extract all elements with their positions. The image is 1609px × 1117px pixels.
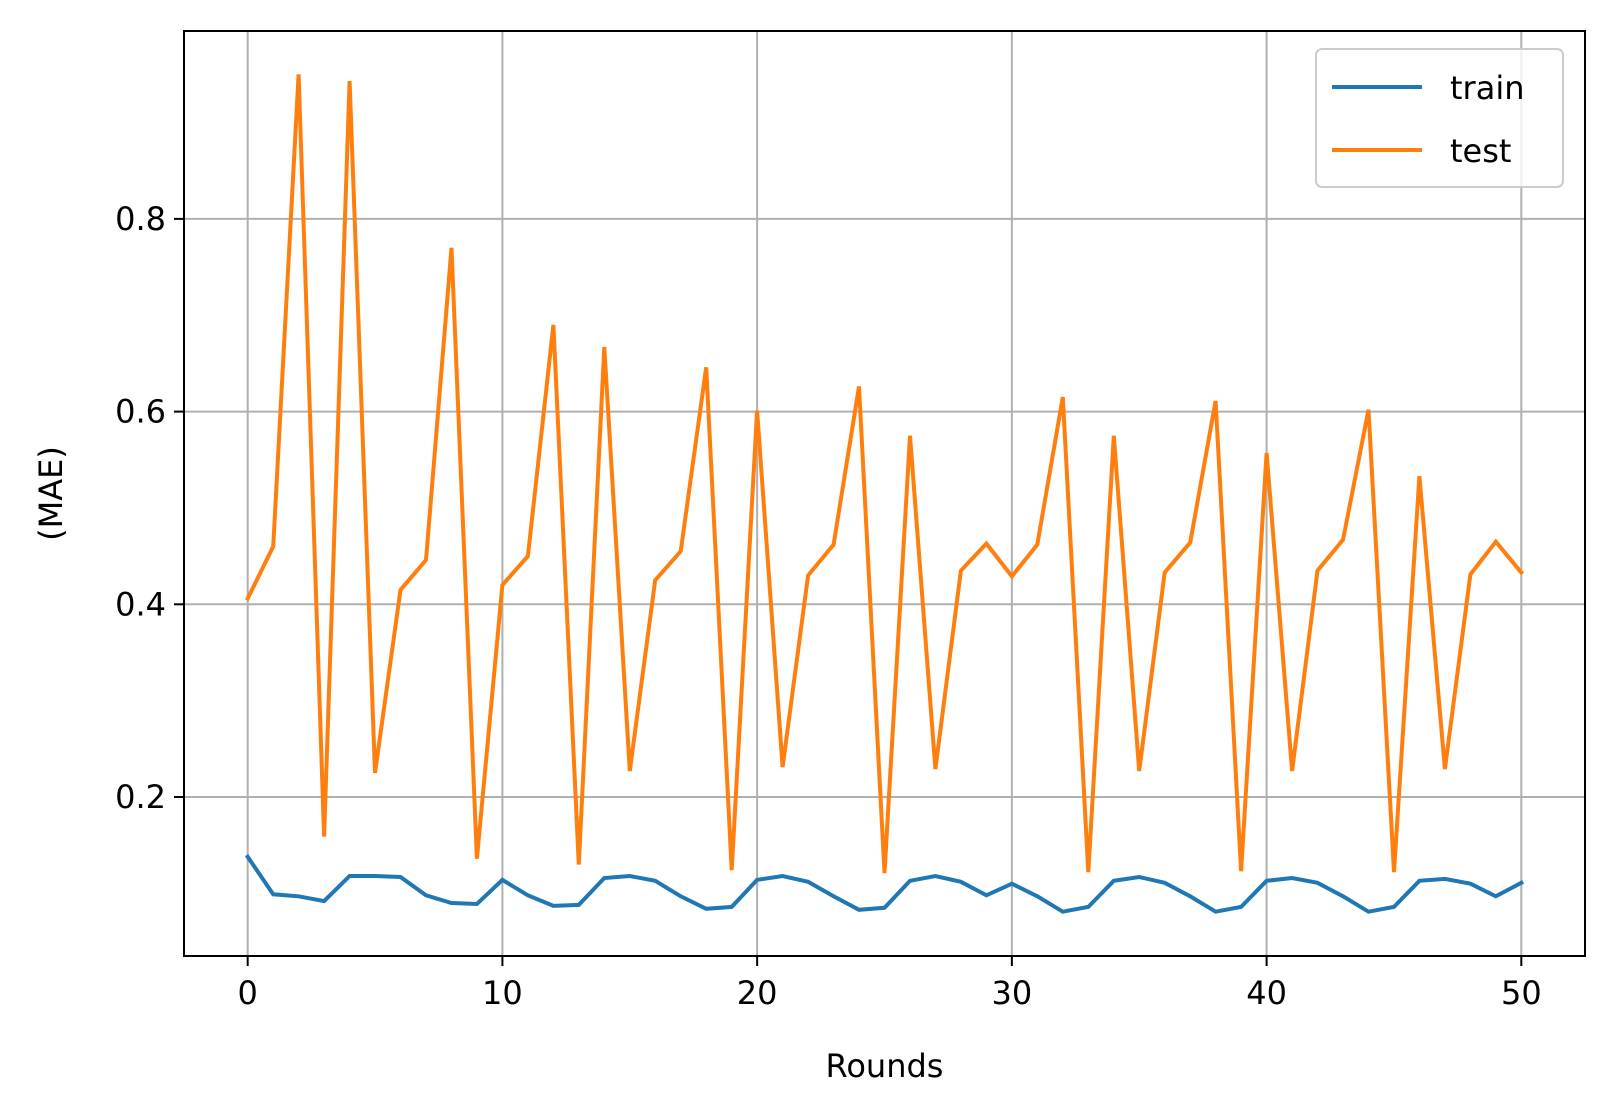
x-axis-label: Rounds	[826, 1047, 944, 1085]
x-tick-label: 0	[238, 974, 258, 1012]
grid-lines	[184, 31, 1585, 956]
legend-box	[1315, 48, 1564, 188]
y-tick-label: 0.2	[115, 778, 166, 816]
x-tick-label: 40	[1246, 974, 1287, 1012]
series-lines	[244, 74, 1525, 914]
x-tick-label: 30	[992, 974, 1033, 1012]
legend-label-train: train	[1450, 69, 1524, 107]
series-line-train	[244, 854, 1525, 914]
y-tick-label: 0.8	[115, 200, 166, 238]
y-axis-label: (MAE)	[32, 446, 70, 541]
axis-ticks: 0 10 20 30 40 50 0.2 0.4 0.6 0.8	[115, 200, 1542, 1012]
y-tick-label: 0.4	[115, 585, 166, 623]
x-tick-label: 10	[482, 974, 523, 1012]
series-line-test	[245, 74, 1525, 874]
x-tick-label: 20	[737, 974, 778, 1012]
x-tick-label: 50	[1501, 974, 1542, 1012]
legend: train test	[1315, 48, 1564, 188]
plot-frame	[183, 30, 1586, 957]
legend-label-test: test	[1450, 132, 1511, 170]
y-tick-label: 0.6	[115, 393, 166, 431]
